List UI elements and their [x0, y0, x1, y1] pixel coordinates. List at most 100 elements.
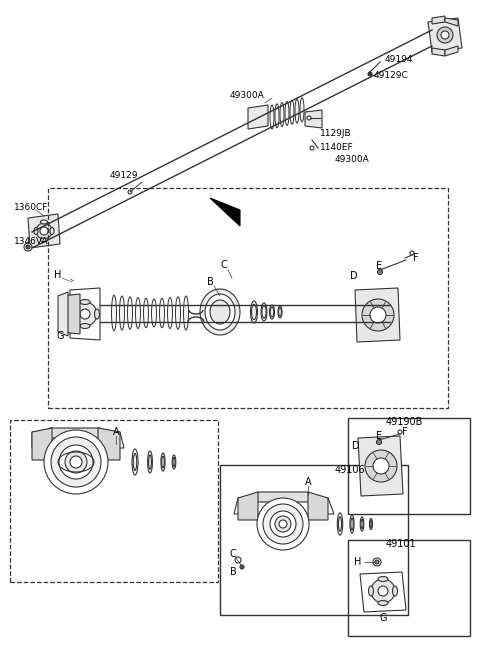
Polygon shape [358, 436, 403, 496]
Circle shape [51, 437, 101, 487]
Ellipse shape [152, 299, 156, 327]
Circle shape [365, 450, 397, 482]
Polygon shape [32, 432, 124, 448]
Polygon shape [70, 288, 100, 340]
Text: 49129C: 49129C [374, 71, 409, 80]
Text: H: H [354, 557, 361, 567]
Ellipse shape [71, 309, 75, 319]
Ellipse shape [205, 294, 235, 330]
Ellipse shape [132, 449, 138, 475]
Ellipse shape [437, 27, 453, 43]
Ellipse shape [144, 299, 148, 328]
Text: 49300A: 49300A [230, 92, 265, 101]
Circle shape [279, 520, 287, 528]
Circle shape [73, 302, 97, 326]
Text: C: C [229, 549, 236, 559]
Ellipse shape [261, 303, 267, 321]
Ellipse shape [40, 238, 48, 242]
Circle shape [373, 458, 389, 474]
Circle shape [307, 116, 311, 120]
Circle shape [24, 243, 32, 251]
Circle shape [44, 430, 108, 494]
Text: 1140EF: 1140EF [320, 142, 354, 152]
Bar [48, 188, 448, 408]
Text: D: D [352, 441, 360, 451]
Circle shape [80, 309, 90, 319]
Polygon shape [28, 214, 60, 248]
Polygon shape [98, 428, 120, 460]
Polygon shape [445, 18, 458, 26]
Bar [220, 465, 408, 615]
Ellipse shape [172, 455, 176, 469]
Polygon shape [253, 492, 313, 502]
Circle shape [26, 245, 30, 249]
Ellipse shape [393, 586, 397, 596]
Polygon shape [62, 294, 80, 334]
Ellipse shape [200, 289, 240, 335]
Circle shape [310, 146, 314, 150]
Text: 1346VA: 1346VA [14, 237, 48, 246]
Circle shape [240, 565, 244, 569]
Polygon shape [32, 428, 52, 460]
Circle shape [70, 456, 82, 468]
Bar [348, 418, 470, 514]
Text: H: H [54, 270, 62, 280]
Ellipse shape [40, 220, 48, 224]
Ellipse shape [275, 104, 279, 128]
Circle shape [257, 498, 309, 550]
Text: 1360CF: 1360CF [14, 202, 48, 212]
Ellipse shape [441, 31, 449, 39]
Polygon shape [432, 16, 445, 24]
Bar [348, 540, 470, 636]
Polygon shape [428, 18, 462, 52]
Ellipse shape [360, 517, 364, 531]
Text: G: G [56, 331, 64, 341]
Ellipse shape [270, 307, 274, 317]
Text: F: F [413, 253, 419, 263]
Ellipse shape [210, 300, 230, 324]
Ellipse shape [270, 105, 274, 129]
Circle shape [376, 440, 382, 445]
Circle shape [270, 511, 296, 537]
Ellipse shape [262, 306, 266, 318]
Circle shape [362, 299, 394, 331]
Text: A: A [113, 427, 120, 437]
Ellipse shape [120, 296, 124, 330]
Text: F: F [402, 427, 408, 437]
Ellipse shape [350, 515, 354, 533]
Ellipse shape [280, 103, 284, 127]
Ellipse shape [269, 305, 275, 319]
Polygon shape [360, 572, 406, 612]
Ellipse shape [34, 227, 38, 235]
Circle shape [36, 223, 52, 239]
Ellipse shape [50, 227, 54, 235]
Text: A: A [305, 477, 312, 487]
Ellipse shape [128, 297, 132, 330]
Circle shape [370, 307, 386, 323]
Ellipse shape [183, 296, 189, 330]
Text: 1129JB: 1129JB [320, 130, 352, 138]
Circle shape [65, 451, 87, 473]
Text: 49101: 49101 [386, 539, 417, 549]
Text: 49300A: 49300A [335, 156, 370, 165]
Circle shape [128, 190, 132, 194]
Text: E: E [376, 431, 382, 441]
Ellipse shape [300, 98, 304, 122]
Circle shape [40, 227, 48, 235]
Text: 49129: 49129 [110, 171, 139, 179]
Polygon shape [248, 105, 268, 129]
Text: E: E [376, 261, 382, 271]
Text: 49194: 49194 [385, 55, 413, 65]
Ellipse shape [176, 297, 180, 330]
Polygon shape [234, 498, 334, 514]
Ellipse shape [378, 600, 388, 606]
Circle shape [59, 445, 93, 479]
Ellipse shape [251, 301, 257, 323]
Circle shape [373, 558, 381, 566]
Circle shape [371, 579, 395, 603]
Ellipse shape [290, 100, 294, 124]
Ellipse shape [285, 101, 289, 125]
Circle shape [368, 72, 372, 76]
Ellipse shape [161, 453, 165, 471]
Ellipse shape [162, 456, 164, 468]
